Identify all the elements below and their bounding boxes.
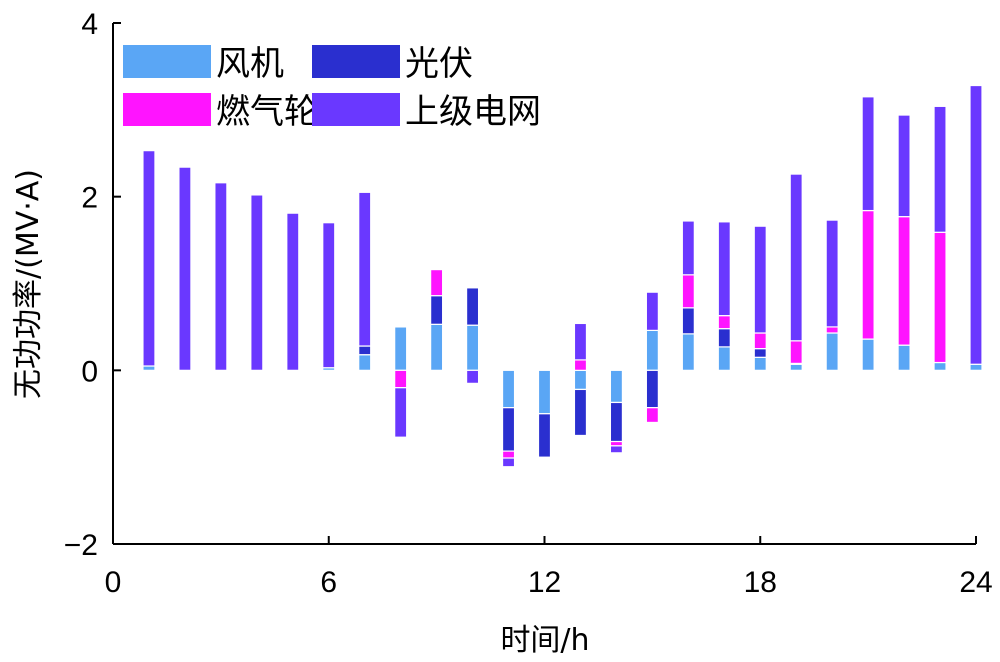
bar-光伏-h13 xyxy=(573,388,588,437)
bar-光伏-h17 xyxy=(717,328,731,348)
bar-风机-h14 xyxy=(609,369,624,404)
bar-光伏-h11 xyxy=(501,407,516,452)
bar-光伏-h16 xyxy=(681,307,695,335)
y-tick-label: 2 xyxy=(81,182,98,215)
bar-燃气轮机-h15 xyxy=(645,407,659,424)
bar-上级电网-h22 xyxy=(897,114,911,218)
bar-燃气轮机-h13 xyxy=(573,359,588,371)
y-tick-label: −2 xyxy=(64,529,98,562)
bar-风机-h1 xyxy=(142,365,156,371)
bar-光伏-h15 xyxy=(645,369,659,409)
bar-燃气轮机-h18 xyxy=(753,332,767,350)
bar-风机-h22 xyxy=(897,344,911,371)
bar-上级电网-h3 xyxy=(214,182,228,371)
bar-风机-h23 xyxy=(933,361,947,371)
bar-风机-h16 xyxy=(681,333,695,371)
bar-上级电网-h11 xyxy=(501,457,516,468)
legend-swatch-光伏 xyxy=(312,45,400,78)
legend-swatch-燃气轮机 xyxy=(123,93,211,126)
bar-光伏-h9 xyxy=(430,295,444,325)
y-tick-label: 0 xyxy=(81,355,98,388)
legend-label-光伏: 光伏 xyxy=(405,44,473,84)
bar-上级电网-h8 xyxy=(394,387,408,438)
bar-风机-h15 xyxy=(645,329,659,371)
bar-风机-h10 xyxy=(465,324,480,371)
bar-风机-h21 xyxy=(861,338,875,371)
bar-风机-h9 xyxy=(430,323,444,371)
bar-光伏-h7 xyxy=(358,345,372,356)
bar-燃气轮机-h23 xyxy=(933,231,947,364)
bar-上级电网-h7 xyxy=(358,191,372,347)
legend-swatch-风机 xyxy=(123,45,211,78)
bar-燃气轮机-h20 xyxy=(825,326,839,334)
bar-上级电网-h18 xyxy=(753,225,767,334)
bar-风机-h8 xyxy=(394,326,408,371)
bar-燃气轮机-h22 xyxy=(897,216,911,346)
bar-燃气轮机-h21 xyxy=(861,209,875,340)
bar-光伏-h12 xyxy=(537,413,552,458)
x-tick-label: 18 xyxy=(744,566,777,599)
bar-上级电网-h15 xyxy=(645,291,659,331)
x-tick-label: 6 xyxy=(320,566,337,599)
bar-燃气轮机-h8 xyxy=(394,369,408,389)
bar-上级电网-h5 xyxy=(286,212,300,371)
bar-风机-h18 xyxy=(753,356,767,371)
bar-上级电网-h19 xyxy=(789,173,803,342)
bar-光伏-h14 xyxy=(609,401,624,443)
y-axis-label: 无功功率/(MV·A) xyxy=(11,169,46,399)
bar-燃气轮机-h9 xyxy=(430,269,444,297)
bar-上级电网-h21 xyxy=(861,96,875,212)
bar-上级电网-h4 xyxy=(250,194,264,371)
bar-上级电网-h6 xyxy=(322,222,336,369)
bar-上级电网-h1 xyxy=(142,150,156,367)
bar-燃气轮机-h14 xyxy=(609,440,624,447)
bar-上级电网-h13 xyxy=(573,322,588,361)
bar-风机-h7 xyxy=(358,354,372,371)
bar-上级电网-h20 xyxy=(825,219,839,328)
bar-上级电网-h10 xyxy=(465,369,480,384)
bar-上级电网-h23 xyxy=(933,105,947,233)
bar-光伏-h10 xyxy=(465,287,480,326)
bar-燃气轮机-h16 xyxy=(681,274,695,309)
x-tick-label: 24 xyxy=(959,566,992,599)
bar-风机-h11 xyxy=(501,369,516,409)
bar-燃气轮机-h11 xyxy=(501,450,516,459)
bar-上级电网-h14 xyxy=(609,445,624,454)
legend-swatch-上级电网 xyxy=(312,93,400,126)
bar-风机-h17 xyxy=(717,346,731,371)
legend-label-上级电网: 上级电网 xyxy=(405,92,541,132)
bar-光伏-h18 xyxy=(753,348,767,358)
bar-上级电网-h2 xyxy=(178,166,192,371)
bars-layer xyxy=(142,84,983,468)
bar-燃气轮机-h17 xyxy=(717,315,731,330)
legend-label-风机: 风机 xyxy=(216,44,284,84)
bar-上级电网-h17 xyxy=(717,221,731,317)
x-axis-label: 时间/h xyxy=(500,623,589,658)
bar-风机-h12 xyxy=(537,369,552,415)
bar-上级电网-h16 xyxy=(681,220,695,276)
bar-风机-h13 xyxy=(573,369,588,391)
x-tick-label: 0 xyxy=(105,566,122,599)
bar-上级电网-h24 xyxy=(969,84,983,365)
bar-燃气轮机-h19 xyxy=(789,340,803,364)
bar-风机-h20 xyxy=(825,332,839,371)
bar-风机-h24 xyxy=(969,363,983,371)
x-tick-label: 12 xyxy=(528,566,561,599)
y-tick-label: 4 xyxy=(81,8,98,41)
bar-风机-h19 xyxy=(789,363,803,371)
